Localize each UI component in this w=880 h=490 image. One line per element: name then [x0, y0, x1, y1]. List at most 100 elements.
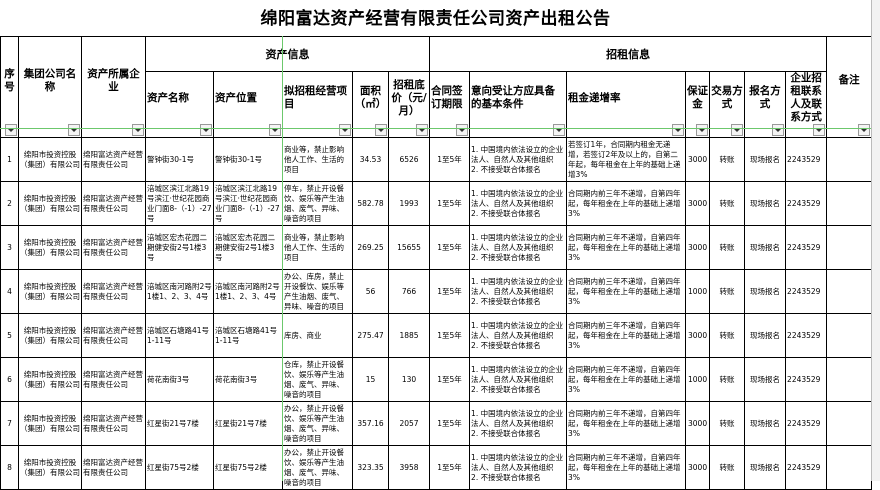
- cell-use[interactable]: 商业等，禁止影响他人工作、生活的项目: [282, 137, 353, 182]
- cell-location[interactable]: 涪城区石塘路41号1-11号: [213, 313, 283, 358]
- cell-price[interactable]: 130: [387, 357, 431, 402]
- cell-deposit[interactable]: 3000: [685, 445, 711, 490]
- cell-term[interactable]: 1至5年: [429, 225, 471, 270]
- cell-area[interactable]: 582.78: [352, 181, 389, 226]
- cell-no[interactable]: 3: [0, 225, 19, 270]
- cell-signup[interactable]: 现场报名: [744, 445, 787, 490]
- cell-rate[interactable]: 合同期内前三年不递增，自第四年起，每年租金在上年的基础上递增3%: [566, 181, 687, 226]
- filter-dropdown-icon[interactable]: [132, 124, 144, 136]
- cell-contact[interactable]: 2243529: [785, 269, 828, 314]
- cell-group[interactable]: 绵阳市投资控股（集团）有限公司: [18, 445, 82, 490]
- cell-name[interactable]: 红星街21号7楼: [145, 401, 214, 446]
- cell-rate[interactable]: 若签订1年，合同期内租金无递增，若签订2年及以上的，自第二年起，每年租金在上年的…: [566, 137, 687, 182]
- cell-area[interactable]: 15: [352, 357, 389, 402]
- cell-deposit[interactable]: 3000: [685, 225, 711, 270]
- cell-contact[interactable]: 2243529: [785, 357, 828, 402]
- cell-location[interactable]: 涪城区宏杰花园二期健安街2号1楼3号: [213, 225, 283, 270]
- cell-deposit[interactable]: 3000: [685, 313, 711, 358]
- cell-note[interactable]: [826, 137, 873, 182]
- cell-price[interactable]: 6526: [387, 137, 431, 182]
- cell-group[interactable]: 绵阳市投资控股（集团）有限公司: [18, 137, 82, 182]
- cell-deposit[interactable]: 3000: [685, 181, 711, 226]
- cell-price[interactable]: 766: [387, 269, 431, 314]
- cell-term[interactable]: 1至5年: [429, 401, 471, 446]
- cell-area[interactable]: 56: [352, 269, 389, 314]
- cell-owner[interactable]: 绵阳富达资产经营有限责任公司: [81, 401, 146, 446]
- cell-deposit[interactable]: 1000: [685, 269, 711, 314]
- cell-trade[interactable]: 转账: [709, 137, 746, 182]
- cell-signup[interactable]: 现场报名: [744, 269, 787, 314]
- cell-cond[interactable]: 1. 中国境内依法设立的企业法人、自然人及其他组织 2. 不接受联合体报名: [469, 181, 568, 226]
- cell-term[interactable]: 1至5年: [429, 181, 471, 226]
- cell-price[interactable]: 15655: [387, 225, 431, 270]
- filter-dropdown-icon[interactable]: [269, 124, 281, 136]
- cell-signup[interactable]: 现场报名: [744, 357, 787, 402]
- cell-contact[interactable]: 2243529: [785, 401, 828, 446]
- cell-term[interactable]: 1至5年: [429, 269, 471, 314]
- cell-rate[interactable]: 合同期内前三年不递增，自第四年起，每年租金在上年的基础上递增3%: [566, 401, 687, 446]
- cell-area[interactable]: 34.53: [352, 137, 389, 182]
- cell-use[interactable]: 库房、商业: [282, 313, 353, 358]
- filter-dropdown-icon[interactable]: [772, 124, 785, 136]
- cell-signup[interactable]: 现场报名: [744, 181, 787, 226]
- cell-rate[interactable]: 合同期内前三年不递增，自第四年起，每年租金在上年的基础上递增3%: [566, 269, 687, 314]
- cell-owner[interactable]: 绵阳富达资产经营有限责任公司: [81, 181, 146, 226]
- cell-use[interactable]: 停车，禁止开设餐饮、娱乐等产生油烟、废气、异味、噪音的项目: [282, 181, 353, 226]
- cell-no[interactable]: 1: [0, 137, 19, 182]
- cell-area[interactable]: 357.16: [352, 401, 389, 446]
- cell-cond[interactable]: 1. 中国境内依法设立的企业法人、自然人及其他组织 2. 不接受联合体报名: [469, 401, 568, 446]
- cell-group[interactable]: 绵阳市投资控股（集团）有限公司: [18, 181, 82, 226]
- cell-location[interactable]: 涪城区滨江北路19号滨江·世纪花园商业门面8-（-1）-27号: [213, 181, 283, 226]
- cell-location[interactable]: 荷花南街3号: [213, 357, 283, 402]
- filter-dropdown-icon[interactable]: [858, 124, 871, 136]
- cell-trade[interactable]: 转账: [709, 181, 746, 226]
- cell-cond[interactable]: 1. 中国境内依法设立的企业法人、自然人及其他组织 2. 不接受联合体报名: [469, 313, 568, 358]
- cell-no[interactable]: 7: [0, 401, 19, 446]
- cell-name[interactable]: 涪城区宏杰花园二期健安街2号1楼3号: [145, 225, 214, 270]
- cell-signup[interactable]: 现场报名: [744, 313, 787, 358]
- cell-name[interactable]: 红星街75号2楼: [145, 445, 214, 490]
- filter-dropdown-icon[interactable]: [5, 124, 17, 136]
- cell-contact[interactable]: 2243529: [785, 225, 828, 270]
- cell-note[interactable]: [826, 401, 873, 446]
- cell-term[interactable]: 1至5年: [429, 313, 471, 358]
- cell-price[interactable]: 2057: [387, 401, 431, 446]
- cell-cond[interactable]: 1. 中国境内依法设立的企业法人、自然人及其他组织 2. 不接受联合体报名: [469, 445, 568, 490]
- filter-dropdown-icon[interactable]: [416, 124, 429, 136]
- filter-dropdown-icon[interactable]: [813, 124, 826, 136]
- cell-location[interactable]: 涪城区南河路附2号1楼1、2、3、4号: [213, 269, 283, 314]
- cell-cond[interactable]: 1. 中国境内依法设立的企业法人、自然人及其他组织 2. 不接受联合体报名: [469, 137, 568, 182]
- cell-use[interactable]: 办公、库房，禁止开设餐饮、娱乐等产生油烟、废气、异味、噪音的项目: [282, 269, 353, 314]
- cell-owner[interactable]: 绵阳富达资产经营有限责任公司: [81, 445, 146, 490]
- filter-dropdown-icon[interactable]: [456, 124, 469, 136]
- cell-note[interactable]: [826, 313, 873, 358]
- cell-no[interactable]: 5: [0, 313, 19, 358]
- cell-trade[interactable]: 转账: [709, 357, 746, 402]
- cell-note[interactable]: [826, 225, 873, 270]
- filter-dropdown-icon[interactable]: [553, 124, 566, 136]
- cell-group[interactable]: 绵阳市投资控股（集团）有限公司: [18, 357, 82, 402]
- filter-dropdown-icon[interactable]: [200, 124, 212, 136]
- cell-location[interactable]: 红星街21号7楼: [213, 401, 283, 446]
- cell-use[interactable]: 商业等，禁止影响他人工作、生活的项目: [282, 225, 353, 270]
- cell-note[interactable]: [826, 181, 873, 226]
- cell-owner[interactable]: 绵阳富达资产经营有限责任公司: [81, 225, 146, 270]
- cell-term[interactable]: 1至5年: [429, 137, 471, 182]
- cell-no[interactable]: 8: [0, 445, 19, 490]
- cell-deposit[interactable]: 3000: [685, 401, 711, 446]
- cell-cond[interactable]: 1. 中国境内依法设立的企业法人、自然人及其他组织 2. 不接受联合体报名: [469, 225, 568, 270]
- cell-rate[interactable]: 合同期内前三年不递增，自第四年起，每年租金在上年的基础上递增3%: [566, 357, 687, 402]
- cell-note[interactable]: [826, 445, 873, 490]
- cell-trade[interactable]: 转账: [709, 225, 746, 270]
- cell-area[interactable]: 323.35: [352, 445, 389, 490]
- cell-owner[interactable]: 绵阳富达资产经营有限责任公司: [81, 313, 146, 358]
- cell-name[interactable]: 荷花南街3号: [145, 357, 214, 402]
- cell-price[interactable]: 3958: [387, 445, 431, 490]
- cell-contact[interactable]: 2243529: [785, 181, 828, 226]
- cell-no[interactable]: 6: [0, 357, 19, 402]
- cell-deposit[interactable]: 1000: [685, 357, 711, 402]
- cell-rate[interactable]: 合同期内前三年不递增，自第四年起，每年租金在上年的基础上递增3%: [566, 313, 687, 358]
- cell-contact[interactable]: 2243529: [785, 313, 828, 358]
- cell-no[interactable]: 4: [0, 269, 19, 314]
- cell-group[interactable]: 绵阳市投资控股（集团）有限公司: [18, 401, 82, 446]
